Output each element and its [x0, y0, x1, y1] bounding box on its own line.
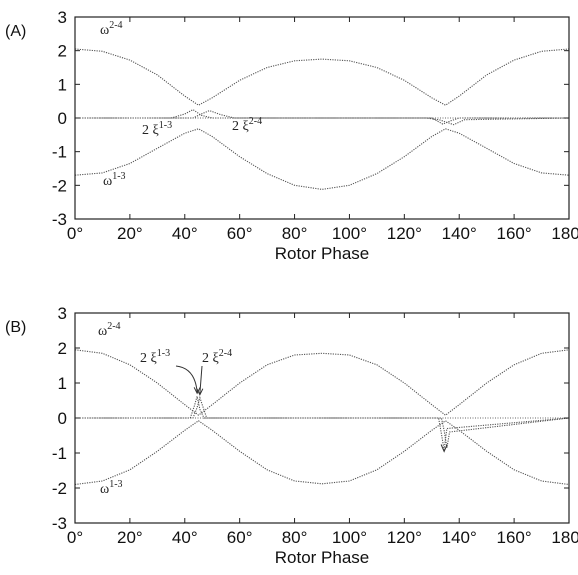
x-tick-label: 40°	[172, 224, 198, 243]
x-tick-label: 80°	[282, 528, 308, 547]
y-tick-label: 3	[58, 8, 67, 27]
panel-label: (B)	[5, 319, 26, 336]
xi-1-3-label-base: 2 ξ	[140, 351, 157, 366]
x-tick-label: 0°	[67, 224, 83, 243]
omega-1-3-label: ω1-3	[103, 171, 126, 189]
x-tick-label: 100°	[332, 224, 367, 243]
xi-2-4-label-superscript: 2-4	[249, 116, 262, 127]
omega-2-4-label-superscript: 2-4	[107, 321, 120, 332]
y-tick-label: -1	[52, 143, 67, 162]
xi-1-3-label: 2 ξ1-3	[142, 120, 172, 138]
omega-1-3-label-superscript: 1-3	[109, 479, 122, 490]
x-tick-label: 160°	[497, 224, 532, 243]
xi-1-3-label-superscript: 1-3	[159, 120, 172, 131]
x-tick-label: 20°	[117, 224, 143, 243]
x-tick-label: 160°	[497, 528, 532, 547]
y-tick-label: -2	[52, 479, 67, 498]
series-line-3	[75, 395, 570, 448]
xi-1-3-label-base: 2 ξ	[142, 123, 159, 138]
y-tick-label: -1	[52, 444, 67, 463]
x-tick-label: 80°	[282, 224, 308, 243]
omega-2-4-label: ω2-4	[100, 20, 123, 38]
omega-2-4-label-base: ω	[98, 324, 107, 339]
y-tick-label: -3	[52, 210, 67, 229]
y-tick-label: 1	[58, 374, 67, 393]
x-axis-label: Rotor Phase	[275, 244, 370, 263]
panel-b: 3 2 1 0 -1 -2 -30° 20° 40° 60° 80° 100° 120° 140° 160°…	[5, 304, 578, 567]
panel-a: 3 2 1 0 -1 -2 -30° 20° 40° 60° 80° 100° 120° 140° 160°…	[5, 8, 578, 263]
omega-1-3-label-base: ω	[103, 174, 112, 189]
x-tick-label: 120°	[387, 224, 422, 243]
y-tick-label: -3	[52, 514, 67, 533]
y-tick-label: 2	[58, 339, 67, 358]
xi-2-4-label: 2 ξ2-4	[202, 348, 232, 366]
x-tick-label: 100°	[332, 528, 367, 547]
x-tick-label: 140°	[442, 224, 477, 243]
x-tick-label: 20°	[117, 528, 143, 547]
omega-1-3-label-superscript: 1-3	[112, 171, 125, 182]
x-tick-label: 140°	[442, 528, 477, 547]
x-tick-label: 0°	[67, 528, 83, 547]
omega-2-4-label-base: ω	[100, 23, 109, 38]
x-tick-label: 40°	[172, 528, 198, 547]
omega-1-3-label-base: ω	[100, 482, 109, 497]
xi-1-3-label-superscript: 1-3	[157, 348, 170, 359]
series-line-0	[74, 48, 570, 106]
x-tick-label: 180°	[551, 528, 578, 547]
xi-2-4-arrowhead	[196, 388, 204, 396]
xi-2-4-label-base: 2 ξ	[202, 351, 219, 366]
x-tick-label: 60°	[227, 528, 253, 547]
y-tick-label: 0	[58, 409, 67, 428]
dip-arrowhead	[440, 444, 448, 453]
y-tick-label: -2	[52, 176, 67, 195]
xi-1-3-arrowhead	[193, 387, 201, 395]
y-tick-label: 0	[58, 109, 67, 128]
omega-2-4-label-superscript: 2-4	[109, 20, 122, 31]
x-tick-label: 120°	[387, 528, 422, 547]
x-axis-label: Rotor Phase	[275, 548, 370, 567]
omega-1-3-label: ω1-3	[100, 479, 123, 497]
y-tick-label: 1	[58, 75, 67, 94]
series-line-2	[75, 108, 569, 125]
y-tick-label: 3	[58, 304, 67, 323]
x-tick-label: 180°	[551, 224, 578, 243]
panel-label: (A)	[5, 23, 26, 40]
omega-2-4-label: ω2-4	[98, 321, 121, 339]
xi-1-3-label: 2 ξ1-3	[140, 348, 170, 366]
series-line-1	[74, 420, 570, 486]
x-tick-label: 60°	[227, 224, 253, 243]
y-tick-label: 2	[58, 42, 67, 61]
xi-2-4-label-base: 2 ξ	[232, 119, 249, 134]
xi-2-4-label: 2 ξ2-4	[232, 116, 262, 134]
xi-1-3-arrow	[175, 365, 198, 393]
xi-2-4-arrow	[199, 365, 203, 394]
series-line-2	[75, 396, 570, 450]
xi-2-4-label-superscript: 2-4	[219, 348, 232, 359]
series-line-3	[75, 110, 570, 126]
